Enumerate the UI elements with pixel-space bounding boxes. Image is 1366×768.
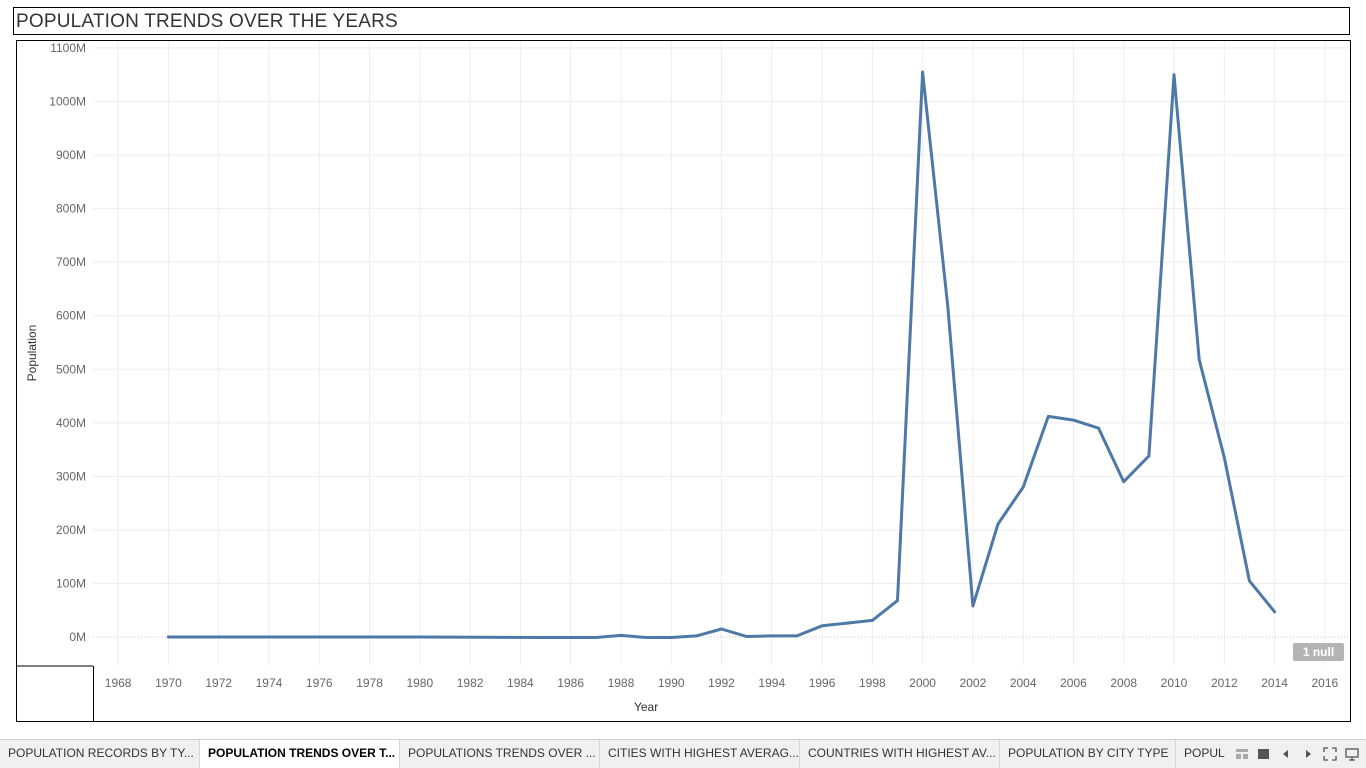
prev-sheet-icon[interactable] [1278,746,1294,762]
tab-population-by-city-type[interactable]: POPULATION BY CITY TYPE [1000,740,1176,768]
x-tick-label: 1974 [256,676,283,690]
x-tick-label: 2006 [1060,676,1087,690]
x-tick-label: 2012 [1211,676,1238,690]
data-point [921,70,924,74]
x-tick-label: 2008 [1110,676,1137,690]
data-point [1248,579,1251,583]
x-tick-label: 1968 [105,676,132,690]
y-tick-label: 300M [56,469,86,483]
x-tick-label: 1998 [859,676,886,690]
x-tick-label: 2016 [1312,676,1339,690]
chart-frame [16,40,1351,722]
x-tick-label: 2002 [960,676,987,690]
tab-population-trends-over-the-years[interactable]: POPULATION TRENDS OVER T... [200,740,400,768]
grid-layer [93,41,1350,665]
y-tick-label: 500M [56,362,86,376]
x-tick-label: 1972 [205,676,232,690]
page-title: POPULATION TRENDS OVER THE YEARS [16,11,398,32]
line-layer [166,70,1277,639]
fullscreen-icon[interactable] [1322,746,1338,762]
null-indicator-badge[interactable]: 1 null [1293,643,1344,661]
x-tick-label: 1996 [809,676,836,690]
data-point [871,619,874,622]
y-tick-label: 200M [56,523,86,537]
x-tick-label: 1994 [758,676,785,690]
tab-countries-with-highest-average[interactable]: COUNTRIES WITH HIGHEST AV... [800,740,1000,768]
y-tick-label: 700M [56,255,86,269]
data-point [292,635,296,639]
axes-layer [16,665,94,721]
label-layer: 0M 100M 200M 300M 400M 500M 600M 700M 800M 900M 10… [25,41,1339,714]
y-axis-title: Population [25,325,39,382]
data-point [1273,610,1276,614]
x-axis-title: Year [634,700,658,714]
x-tick-label: 1988 [608,676,635,690]
data-point [1197,358,1201,361]
data-point [644,636,648,639]
y-tick-label: 1100M [50,41,86,55]
x-tick-label: 1976 [306,676,333,690]
data-point [544,636,547,639]
tab-populations-trends-over[interactable]: POPULATIONS TRENDS OVER ... [400,740,600,768]
x-tick-label: 2014 [1261,676,1288,690]
data-point [770,634,774,638]
data-point [845,621,849,625]
data-point [167,635,170,639]
data-point [795,634,799,638]
x-tick-label: 1990 [658,676,685,690]
data-point [1072,418,1075,422]
series-line-population [166,70,1277,639]
data-point [1097,426,1100,430]
y-tick-label: 600M [56,309,86,323]
data-point [996,522,1000,526]
x-tick-label: 1978 [356,676,383,690]
data-point [695,634,698,638]
y-tick-label: 100M [56,576,86,590]
x-tick-label: 1984 [507,676,534,690]
data-point [669,636,673,639]
tab-cities-with-highest-average[interactable]: CITIES WITH HIGHEST AVERAG... [600,740,800,768]
y-tick-label: 900M [56,148,86,162]
data-point [896,599,899,602]
data-point [1021,485,1025,489]
x-tick-label: 2000 [909,676,936,690]
x-tick-label: 1970 [155,676,182,690]
x-tick-label: 1992 [708,676,735,690]
data-point [820,624,824,628]
data-point [745,635,748,638]
title-box: POPULATION TRENDS OVER THE YEARS [13,7,1350,35]
data-point [1223,456,1226,459]
x-tick-label: 1980 [406,676,433,690]
data-point [1172,73,1176,77]
data-point [594,636,598,639]
x-tick-label: 2010 [1161,676,1188,690]
present-icon[interactable] [1344,746,1360,762]
y-tick-label: 800M [56,202,86,216]
grid-view-icon[interactable] [1234,746,1250,762]
filmstrip-view-icon[interactable] [1256,746,1272,762]
y-tick-label: 0M [69,630,86,644]
data-point [971,604,975,608]
data-point [1122,480,1126,484]
tab-population-records-by-type[interactable]: POPULATION RECORDS BY TY... [0,740,200,768]
x-tick-label: 1982 [457,676,484,690]
y-tick-label: 400M [56,416,86,430]
data-point [619,634,623,637]
x-tick-label: 1986 [557,676,584,690]
data-point [418,635,422,639]
data-point [1047,415,1050,418]
y-tick-label: 1000M [49,95,86,109]
data-point [946,305,950,308]
sheet-tab-bar: POPULATION RECORDS BY TY... POPULATION T… [0,739,1366,768]
data-point [1147,454,1151,458]
next-sheet-icon[interactable] [1300,746,1316,762]
x-tick-label: 2004 [1010,676,1037,690]
data-point [720,627,723,631]
tab-popul-truncated[interactable]: POPUL [1184,746,1225,760]
